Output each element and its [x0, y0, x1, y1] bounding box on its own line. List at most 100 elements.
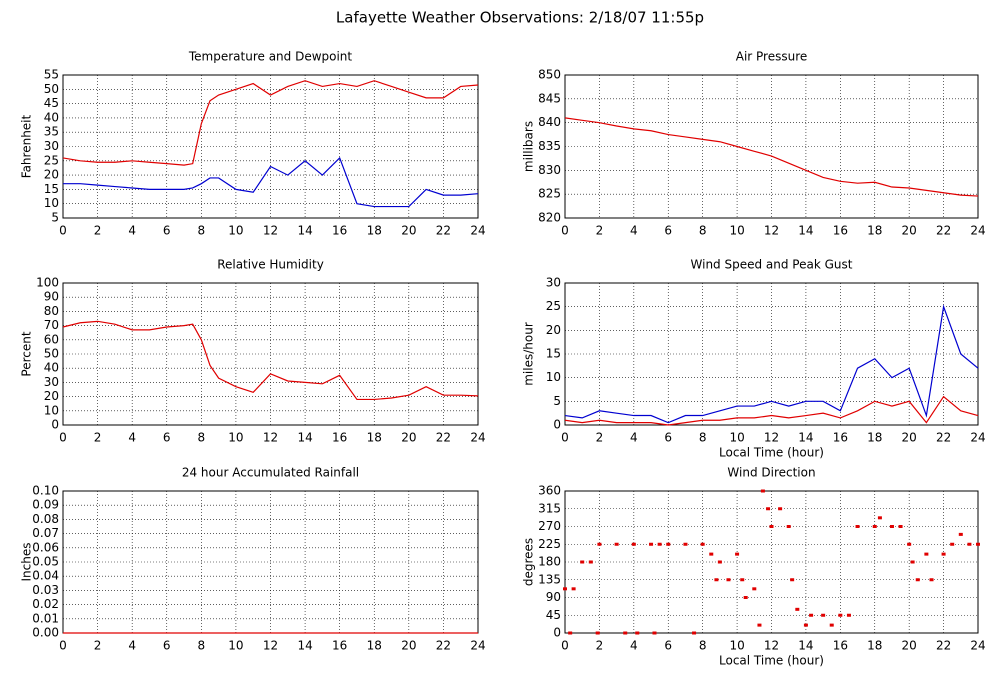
data-point: [967, 542, 972, 546]
data-point: [950, 542, 955, 546]
y-tick-label: 90: [44, 290, 59, 304]
x-tick-label: 6: [163, 639, 171, 653]
data-point: [877, 516, 882, 520]
y-tick-label: 0.05: [32, 555, 59, 569]
y-tick-label: 25: [44, 153, 59, 167]
y-tick-label: 0.06: [32, 540, 59, 554]
y-tick-label: 30: [546, 276, 561, 290]
x-tick-label: 12: [764, 224, 779, 238]
x-tick-label: 10: [228, 224, 243, 238]
x-tick-label: 16: [332, 431, 347, 445]
x-tick-label: 20: [902, 224, 917, 238]
data-point: [652, 631, 657, 635]
plot-frame: [564, 490, 979, 634]
data-line: [564, 395, 979, 426]
y-tick-label: 0.10: [32, 484, 59, 498]
x-tick-label: 14: [798, 224, 813, 238]
x-tick-label: 6: [664, 224, 672, 238]
chart-title: Wind Speed and Peak Gust: [691, 258, 853, 272]
chart-title: Air Pressure: [736, 50, 808, 64]
x-tick-label: 20: [401, 431, 416, 445]
data-point: [790, 578, 795, 582]
x-tick-label: 16: [332, 639, 347, 653]
y-tick-label: 835: [538, 139, 561, 153]
data-point: [752, 587, 757, 591]
data-point: [666, 542, 671, 546]
data-point: [649, 542, 654, 546]
data-point: [929, 578, 934, 582]
plot-frame: [564, 74, 979, 219]
plot-frame: [62, 282, 479, 426]
x-tick-label: 14: [798, 431, 813, 445]
x-tick-label: 0: [561, 639, 569, 653]
x-tick-label: 18: [867, 639, 882, 653]
data-point: [941, 552, 946, 556]
y-axis-label: millibars: [522, 121, 536, 172]
data-point: [855, 525, 860, 528]
y-tick-label: 80: [44, 304, 59, 318]
x-tick-label: 24: [970, 224, 985, 238]
y-tick-label: 35: [44, 125, 59, 139]
data-line: [63, 156, 479, 208]
x-tick-label: 24: [470, 639, 485, 653]
x-tick-label: 12: [764, 639, 779, 653]
y-tick-label: 840: [538, 115, 561, 129]
y-tick-label: 40: [44, 110, 59, 124]
x-tick-label: 2: [94, 431, 102, 445]
x-tick-label: 2: [94, 224, 102, 238]
y-tick-label: 850: [538, 68, 561, 82]
x-tick-label: 0: [59, 224, 67, 238]
x-tick-label: 14: [297, 224, 312, 238]
y-tick-label: 820: [538, 211, 561, 225]
y-tick-label: 50: [44, 82, 59, 96]
data-point: [872, 525, 877, 528]
y-tick-label: 270: [538, 519, 561, 533]
data-point: [907, 542, 912, 546]
data-point: [803, 623, 808, 627]
data-point: [692, 631, 697, 635]
data-line: [62, 320, 479, 401]
data-point: [846, 613, 851, 617]
y-tick-label: 315: [538, 501, 561, 515]
x-tick-label: 22: [436, 431, 451, 445]
y-tick-label: 45: [546, 608, 561, 622]
x-tick-label: 22: [436, 639, 451, 653]
y-tick-label: 20: [44, 389, 59, 403]
y-tick-label: 0.08: [32, 512, 59, 526]
x-tick-label: 8: [198, 431, 206, 445]
y-tick-label: 40: [44, 361, 59, 375]
y-axis-label: degrees: [522, 538, 536, 586]
data-point: [563, 587, 567, 591]
x-tick-label: 4: [630, 431, 638, 445]
chart-title: Temperature and Dewpoint: [188, 50, 353, 64]
data-point: [795, 607, 800, 611]
x-tick-label: 24: [970, 431, 985, 445]
x-tick-label: 20: [401, 224, 416, 238]
y-axis-label: Fahrenheit: [20, 114, 34, 178]
y-tick-label: 135: [538, 572, 561, 586]
data-point: [717, 560, 722, 564]
y-tick-label: 225: [538, 537, 561, 551]
x-tick-label: 20: [902, 431, 917, 445]
x-tick-label: 2: [596, 639, 604, 653]
x-axis-label: Local Time (hour): [719, 446, 824, 460]
data-point: [740, 578, 745, 582]
x-tick-label: 22: [936, 639, 951, 653]
data-line: [564, 117, 979, 197]
x-tick-label: 4: [128, 431, 136, 445]
x-tick-label: 6: [664, 431, 672, 445]
x-tick-label: 4: [128, 639, 136, 653]
y-tick-label: 0.07: [32, 526, 59, 540]
x-tick-label: 0: [561, 431, 569, 445]
data-point: [631, 542, 636, 546]
x-tick-label: 2: [596, 224, 604, 238]
x-tick-label: 2: [94, 639, 102, 653]
data-point: [568, 631, 573, 635]
y-tick-label: 10: [44, 196, 59, 210]
y-tick-label: 0: [51, 418, 59, 432]
plot-frame: [62, 74, 479, 219]
data-point: [757, 623, 762, 627]
x-tick-label: 8: [699, 224, 707, 238]
data-point: [769, 525, 774, 528]
data-point: [714, 578, 719, 582]
